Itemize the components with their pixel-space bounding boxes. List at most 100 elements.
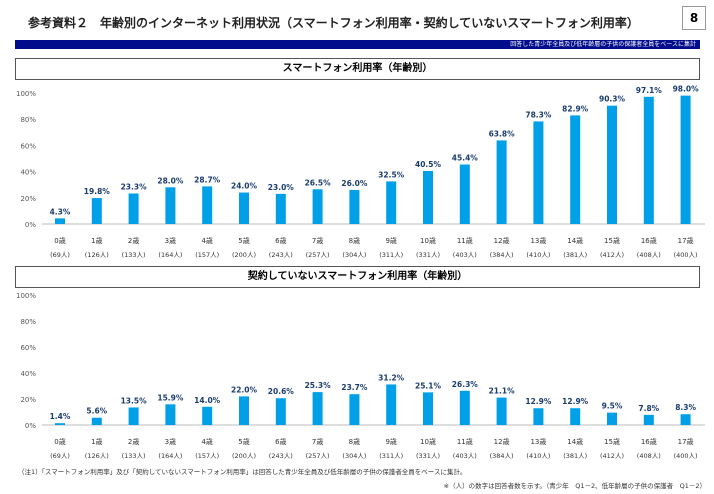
x-tick-label: 6歳 — [275, 437, 286, 446]
data-label: 90.3% — [599, 95, 626, 104]
bar — [349, 394, 360, 425]
x-tick-label: 4歳 — [201, 236, 212, 245]
x-tick-label: 17歳 — [678, 236, 694, 245]
respondent-count: (412人) — [600, 452, 624, 460]
x-tick-label: 8歳 — [349, 437, 360, 446]
x-tick-label: 9歳 — [385, 437, 396, 446]
y-tick-label: 100% — [16, 292, 36, 300]
respondent-count: (200人) — [232, 452, 256, 460]
data-label: 23.0% — [268, 183, 295, 192]
respondent-count: (126人) — [85, 452, 109, 460]
x-tick-label: 16歳 — [641, 236, 657, 245]
data-label: 7.8% — [638, 404, 659, 413]
bar — [165, 404, 176, 425]
bar — [55, 423, 65, 425]
y-tick-label: 80% — [20, 318, 36, 326]
data-label: 5.6% — [86, 407, 107, 416]
bar — [202, 406, 213, 425]
bar — [55, 218, 65, 224]
bar — [570, 115, 581, 224]
bar — [312, 392, 323, 425]
y-tick-label: 80% — [20, 116, 36, 124]
respondent-count: (164人) — [158, 452, 182, 460]
respondent-count: (400人) — [674, 452, 698, 460]
data-label: 26.3% — [452, 380, 479, 389]
x-tick-label: 13歳 — [530, 236, 546, 245]
respondent-count: (384人) — [490, 452, 514, 460]
bar — [643, 414, 654, 425]
x-tick-label: 9歳 — [385, 236, 396, 245]
x-tick-label: 7歳 — [312, 437, 323, 446]
respondent-count: (304人) — [342, 251, 366, 259]
respondent-count: (311人) — [379, 452, 403, 460]
x-tick-label: 15歳 — [604, 236, 620, 245]
y-tick-label: 40% — [20, 370, 36, 378]
respondent-count: (408人) — [637, 251, 661, 259]
respondent-count: (408人) — [637, 452, 661, 460]
respondent-count: (381人) — [563, 452, 587, 460]
bar — [459, 164, 470, 224]
x-tick-label: 11歳 — [457, 437, 473, 446]
x-tick-label: 7歳 — [312, 236, 323, 245]
x-tick-label: 17歳 — [678, 437, 694, 446]
data-label: 45.4% — [452, 154, 479, 163]
data-label: 13.5% — [121, 396, 148, 405]
x-tick-label: 1歳 — [91, 236, 102, 245]
y-tick-label: 40% — [20, 169, 36, 177]
data-label: 9.5% — [602, 402, 623, 411]
y-tick-label: 0% — [25, 221, 36, 229]
y-tick-label: 60% — [20, 344, 36, 352]
bar — [680, 95, 691, 225]
x-tick-label: 12歳 — [494, 437, 510, 446]
bar — [459, 390, 470, 425]
base-note: 回答した青少年全員及び低年齢層の子供の保護者全員をベースに集計 — [510, 41, 696, 48]
x-tick-label: 2歳 — [128, 236, 139, 245]
x-tick-label: 16歳 — [641, 437, 657, 446]
data-label: 25.1% — [415, 381, 442, 390]
y-tick-label: 60% — [20, 142, 36, 150]
x-tick-label: 3歳 — [165, 437, 176, 446]
respondent-count: (400人) — [674, 251, 698, 259]
respondent-count: (311人) — [379, 251, 403, 259]
x-tick-label: 5歳 — [238, 236, 249, 245]
data-label: 98.0% — [673, 85, 700, 94]
respondent-count: (403人) — [453, 452, 477, 460]
respondent-count: (410人) — [526, 251, 550, 259]
respondent-count: (257人) — [306, 251, 330, 259]
data-label: 63.8% — [489, 129, 516, 138]
respondent-count: (157人) — [195, 452, 219, 460]
x-tick-label: 3歳 — [165, 236, 176, 245]
data-label: 32.5% — [378, 170, 405, 179]
respondent-count: (257人) — [306, 452, 330, 460]
respondent-count: (126人) — [85, 251, 109, 259]
data-label: 26.5% — [305, 178, 332, 187]
page-title: 参考資料２ 年齢別のインターネット利用状況（スマートフォン利用率・契約していない… — [28, 16, 639, 30]
header-bar: 回答した青少年全員及び低年齢層の子供の保護者全員をベースに集計 — [15, 40, 700, 49]
data-label: 19.8% — [84, 187, 111, 196]
respondent-count: (412人) — [600, 251, 624, 259]
respondent-count: (133人) — [122, 452, 146, 460]
respondent-count: (157人) — [195, 251, 219, 259]
data-label: 23.3% — [121, 182, 148, 191]
x-tick-label: 14歳 — [567, 236, 583, 245]
data-label: 15.9% — [157, 393, 184, 402]
x-tick-label: 6歳 — [275, 236, 286, 245]
data-label: 97.1% — [636, 86, 663, 95]
bar — [680, 414, 691, 425]
respondent-count: (243人) — [269, 452, 293, 460]
note-2: ※（人）の数字は回答者数を示す。（青少年 Q1－2、低年齢層の子供の保護者 Q1… — [443, 482, 706, 490]
data-label: 20.6% — [268, 387, 295, 396]
respondent-count: (331人) — [416, 452, 440, 460]
respondent-count: (403人) — [453, 251, 477, 259]
data-label: 82.9% — [562, 104, 589, 113]
respondent-count: (133人) — [122, 251, 146, 259]
respondent-count: (243人) — [269, 251, 293, 259]
y-tick-label: 20% — [20, 195, 36, 203]
data-label: 78.3% — [525, 110, 552, 119]
data-label: 22.0% — [231, 385, 258, 394]
data-label: 4.3% — [50, 207, 71, 216]
x-tick-label: 13歳 — [530, 437, 546, 446]
bar — [643, 96, 654, 224]
chart1-title: スマートフォン利用率（年齢別） — [15, 58, 700, 80]
x-tick-label: 0歳 — [54, 236, 65, 245]
